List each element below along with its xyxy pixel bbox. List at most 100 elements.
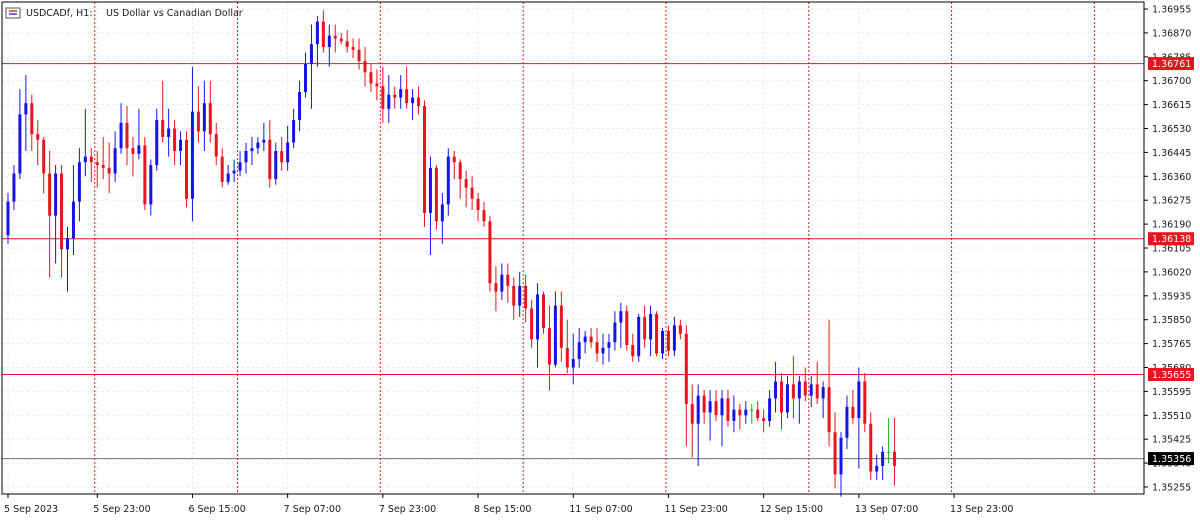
candle — [250, 136, 254, 166]
candle — [494, 266, 498, 312]
candle — [333, 24, 337, 53]
chart-type-icon — [5, 7, 21, 19]
candle — [589, 328, 593, 348]
candle-body — [643, 316, 647, 340]
candle — [857, 367, 861, 469]
candle — [875, 454, 879, 480]
candle-body — [887, 451, 891, 453]
candle — [48, 151, 52, 278]
candle — [423, 100, 426, 227]
candle — [803, 367, 807, 402]
candle — [202, 80, 206, 152]
candle-body — [280, 151, 284, 163]
candle — [530, 300, 534, 348]
candle-body — [547, 328, 551, 365]
candle — [113, 131, 117, 182]
y-axis-tick-label: 1.36360 — [1152, 172, 1191, 183]
candle-body — [446, 156, 450, 205]
candle — [18, 89, 22, 180]
candle-body — [720, 398, 724, 416]
candle — [643, 305, 647, 348]
candle-body — [399, 89, 403, 98]
chart-header: USDCADf, H1: US Dollar vs Canadian Dolla… — [5, 7, 243, 19]
candle — [482, 201, 486, 227]
candle — [179, 131, 183, 166]
candle-body — [464, 179, 468, 188]
candle-body — [601, 347, 605, 354]
candle — [595, 328, 599, 362]
candle-body — [809, 384, 813, 396]
y-axis-tick-label: 1.35935 — [1152, 291, 1191, 302]
candle-body — [661, 330, 664, 354]
y-axis-tick-label: 1.36955 — [1152, 5, 1191, 16]
candle — [506, 263, 510, 303]
candle-body — [286, 142, 290, 163]
candle — [54, 165, 58, 264]
candle-body — [60, 173, 64, 250]
candle-body — [702, 395, 706, 413]
candle-body — [66, 238, 69, 250]
candle-body — [173, 128, 177, 152]
candle-body — [292, 120, 296, 143]
candle-body — [54, 173, 58, 216]
candle-body — [304, 63, 307, 92]
candle — [298, 80, 302, 132]
candle — [500, 263, 504, 301]
candle — [238, 151, 242, 177]
candle — [845, 395, 849, 450]
y-axis-tick-label: 1.35595 — [1152, 387, 1191, 398]
candle — [732, 395, 736, 433]
candle — [702, 389, 706, 424]
candle-body — [179, 139, 183, 152]
candle-body — [298, 91, 302, 121]
candle — [268, 120, 272, 188]
candle — [107, 142, 111, 194]
candle — [60, 165, 64, 278]
candle — [24, 75, 28, 152]
candle — [6, 193, 10, 244]
candle — [524, 274, 528, 323]
candle-body — [321, 21, 325, 47]
candle — [363, 46, 367, 87]
x-axis-tick-label: 13 Sep 07:00 — [855, 504, 918, 515]
candle — [631, 333, 635, 362]
x-axis-tick-label: 8 Sep 15:00 — [474, 504, 531, 515]
candle — [565, 319, 569, 374]
candle-body — [589, 336, 593, 343]
candle — [726, 389, 730, 427]
candle — [774, 361, 778, 413]
y-axis-tick-label: 1.35255 — [1152, 482, 1191, 493]
y-axis-tick-label: 1.36615 — [1152, 100, 1191, 111]
candle — [476, 193, 480, 222]
candle-body — [119, 122, 123, 149]
candle-body — [803, 381, 807, 396]
candle — [36, 120, 40, 166]
candle-body — [821, 387, 825, 399]
candle — [512, 277, 516, 320]
candle-body — [101, 165, 105, 168]
candle-body — [238, 162, 242, 171]
candle-body — [77, 162, 81, 202]
candle — [893, 418, 897, 486]
candle — [583, 330, 587, 354]
candle — [226, 165, 230, 185]
candle-body — [625, 311, 629, 345]
candle — [262, 122, 266, 152]
candle — [601, 333, 605, 365]
candle-body — [536, 294, 540, 340]
candle — [405, 66, 409, 109]
candle — [708, 389, 712, 441]
grid — [2, 2, 1144, 494]
candle-body — [137, 145, 141, 154]
candle-body — [559, 305, 563, 348]
candle-body — [83, 156, 87, 163]
candle — [672, 316, 676, 357]
candle-body — [518, 285, 522, 306]
candle-body — [655, 314, 659, 354]
candle-body — [774, 381, 778, 399]
candle-body — [48, 173, 52, 216]
candle — [143, 136, 147, 211]
candle — [12, 165, 16, 211]
candle-body — [339, 38, 343, 42]
